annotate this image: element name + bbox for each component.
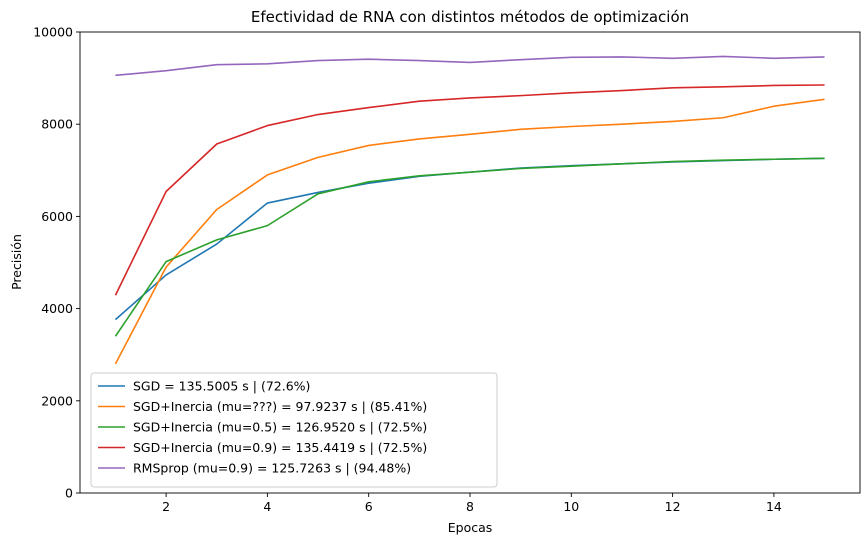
legend: SGD = 135.5005 s | (72.6%) SGD+Inercia (m…	[90, 372, 498, 488]
y-tick-label: 6000	[41, 209, 73, 224]
y-tick-label: 10000	[33, 25, 73, 40]
legend-entry-4: SGD+Inercia (mu=0.9) = 135.4419 s | (72.…	[133, 440, 427, 455]
legend-entry-2: SGD+Inercia (mu=???) = 97.9237 s | (85.4…	[133, 399, 427, 414]
x-tick-label: 6	[365, 499, 373, 514]
y-tick-label: 8000	[41, 117, 73, 132]
series-line-2	[114, 98, 825, 365]
chart-title: Efectividad de RNA con distintos métodos…	[251, 8, 689, 26]
x-tick-label: 14	[766, 499, 782, 514]
x-tick-label: 8	[466, 499, 474, 514]
x-axis-label: Epocas	[448, 520, 493, 535]
series-line-3	[114, 157, 825, 337]
x-tick-label: 4	[263, 499, 271, 514]
y-axis-label: Precisión	[9, 234, 24, 290]
legend-entry-1: SGD = 135.5005 s | (72.6%)	[133, 379, 310, 394]
legend-box	[90, 372, 498, 488]
series-line-4	[114, 84, 825, 296]
y-tick-label: 4000	[41, 301, 73, 316]
x-tick-label: 12	[665, 499, 681, 514]
y-tick-label: 2000	[41, 393, 73, 408]
x-tick-label: 10	[563, 499, 579, 514]
legend-entry-5: RMSprop (mu=0.9) = 125.7263 s | (94.48%)	[133, 461, 411, 476]
legend-entry-3: SGD+Inercia (mu=0.5) = 126.9520 s | (72.…	[133, 420, 427, 435]
x-tick-label: 2	[162, 499, 170, 514]
series-line-5	[115, 55, 825, 77]
plot-area: 2 4 6 8 10 12 14 0 2000 4000 6000 8000 10000	[33, 25, 861, 514]
y-tick-label: 0	[65, 486, 73, 501]
